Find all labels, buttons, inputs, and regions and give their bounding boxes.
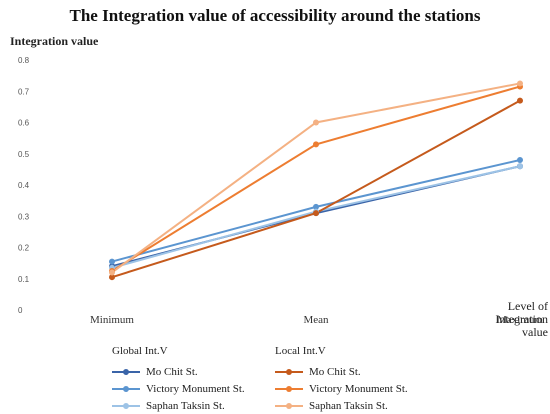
x-tick-label: Minimum	[90, 314, 134, 326]
x-axis-label-line-1: Level of	[507, 299, 548, 313]
legend-item: Mo Chit St.	[275, 363, 408, 380]
legend-global: Global Int.V Mo Chit St. Victory Monument …	[112, 345, 245, 414]
data-point	[313, 141, 319, 148]
data-point	[109, 258, 115, 265]
x-tick-label: Maximum	[497, 314, 543, 326]
legend-item: Victory Monument St.	[112, 380, 245, 397]
legend-label: Saphan Taksin St.	[309, 399, 388, 412]
data-point	[313, 210, 319, 217]
y-tick-label: 0.2	[18, 244, 30, 253]
legend-swatch	[112, 401, 140, 411]
data-point	[109, 269, 115, 276]
y-tick-label: 0.7	[18, 87, 30, 96]
data-point	[109, 274, 115, 281]
y-tick-label: 0.8	[18, 56, 30, 65]
legend-label: Victory Monument St.	[309, 382, 408, 395]
legend-group-title: Local Int.V	[275, 345, 326, 357]
legend-item: Mo Chit St.	[112, 363, 245, 380]
legend-swatch	[112, 384, 140, 394]
legend-label: Victory Monument St.	[146, 382, 245, 395]
legend-swatch	[112, 367, 140, 377]
legend-swatch	[275, 401, 303, 411]
data-point	[313, 119, 319, 126]
chart-title: The Integration value of accessibility a…	[69, 6, 481, 25]
legend-swatch	[275, 384, 303, 394]
legend-label: Saphan Taksin St.	[146, 399, 225, 412]
data-point	[517, 97, 523, 104]
y-tick-label: 0	[18, 306, 23, 315]
data-point	[517, 157, 523, 163]
y-tick-label: 0.4	[18, 181, 30, 190]
legend-item: Saphan Taksin St.	[112, 397, 245, 414]
y-tick-label: 0.1	[18, 275, 30, 284]
legend-item: Victory Monument St.	[275, 380, 408, 397]
data-point	[517, 80, 523, 87]
legend-local: Local Int.V Mo Chit St. Victory Monument S…	[275, 345, 408, 414]
y-tick-label: 0.3	[18, 212, 30, 221]
legend-swatch	[275, 367, 303, 377]
x-tick-label: Mean	[303, 314, 329, 326]
data-point	[313, 203, 319, 210]
y-tick-label: 0.6	[18, 119, 30, 128]
x-axis-label-line-2: Integration value	[495, 312, 548, 339]
legend-label: Mo Chit St.	[146, 365, 198, 378]
legend-item: Saphan Taksin St.	[275, 397, 408, 414]
series-line	[111, 85, 521, 272]
y-tick-label: 0.5	[18, 150, 30, 159]
x-axis-label: Level of Integration value	[480, 300, 548, 339]
legend-label: Mo Chit St.	[309, 365, 361, 378]
legend-group-title: Global Int.V	[112, 345, 168, 357]
series-line	[111, 165, 521, 269]
y-axis-label: Integration value	[10, 34, 99, 48]
data-point	[517, 163, 523, 170]
